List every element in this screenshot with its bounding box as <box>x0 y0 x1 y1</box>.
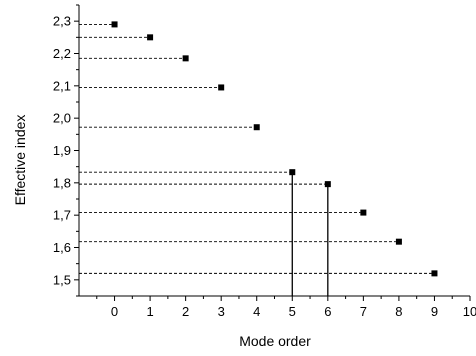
vertical-drop-lines <box>291 172 329 296</box>
y-axis-ticks: 1,5 1,6 1,7 1,8 1,9 2,0 2,1 2,2 2,3 <box>53 4 79 297</box>
data-point <box>111 21 118 28</box>
data-point <box>324 181 331 188</box>
y-tick-label: 1,5 <box>53 272 71 287</box>
y-tick-label: 1,9 <box>53 143 71 158</box>
y-tick-label: 1,7 <box>53 208 71 223</box>
y-axis-title: Effective index <box>12 115 28 206</box>
y-tick-label: 2,0 <box>53 111 71 126</box>
x-axis-title: Mode order <box>239 333 311 349</box>
x-tick-label: 2 <box>182 304 189 319</box>
x-tick-label: 9 <box>431 304 438 319</box>
x-tick-label: 6 <box>324 304 331 319</box>
data-point <box>182 55 189 62</box>
x-tick-label: 10 <box>463 304 476 319</box>
data-point <box>147 34 154 41</box>
dashed-leader-lines <box>79 23 432 274</box>
data-point <box>253 124 260 131</box>
data-point <box>395 238 402 245</box>
y-tick-label: 2,3 <box>53 14 71 29</box>
data-point <box>431 270 438 277</box>
data-point <box>360 209 367 216</box>
x-axis-ticks: 0 1 2 3 4 5 6 7 8 9 10 <box>96 296 476 319</box>
x-tick-label: 3 <box>218 304 225 319</box>
x-tick-label: 5 <box>289 304 296 319</box>
x-tick-label: 4 <box>253 304 260 319</box>
y-tick-label: 1,6 <box>53 240 71 255</box>
x-tick-label: 1 <box>146 304 153 319</box>
y-tick-label: 1,8 <box>53 175 71 190</box>
data-points <box>111 21 438 277</box>
x-tick-label: 8 <box>395 304 402 319</box>
y-tick-label: 2,2 <box>53 46 71 61</box>
x-tick-label: 0 <box>111 304 118 319</box>
data-point <box>218 84 225 91</box>
x-tick-label: 7 <box>360 304 367 319</box>
data-point <box>289 169 296 176</box>
y-tick-label: 2,1 <box>53 78 71 93</box>
